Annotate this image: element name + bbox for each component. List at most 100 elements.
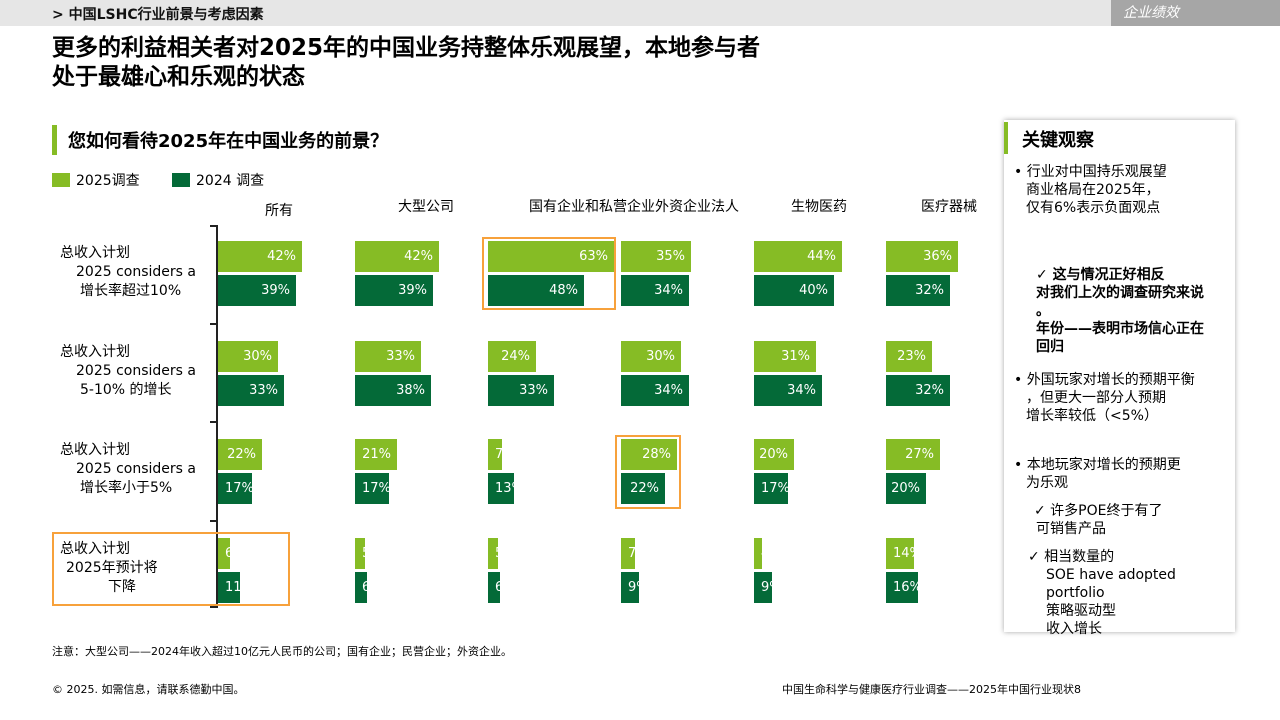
row-label-line: 增长率超过10% <box>80 283 182 299</box>
bar-value-label: 34% <box>654 283 683 298</box>
bar-2024-r0-c1: 39% <box>355 275 433 306</box>
bar-2024-r1-c3: 34% <box>621 375 689 406</box>
bar-value-label: 30% <box>243 349 272 364</box>
bar-value-label: 4% <box>761 546 782 561</box>
bar-2025-r0-c3: 35% <box>621 241 691 272</box>
bar-2025-r2-c1: 21% <box>355 439 397 470</box>
bar-2024-r3-c0: 11% <box>218 572 254 603</box>
insight-bullet-3: • 本地玩家对增长的预期更 为乐观 <box>1014 456 1181 492</box>
row-label-line: 2025年预计将 <box>66 560 158 576</box>
row-label-over10: 总收入计划 2025 considers a 增长率超过10% <box>60 244 196 301</box>
bar-value-label: 48% <box>549 283 578 298</box>
bar-value-label: 5% <box>362 546 383 561</box>
column-header-soe-poe-mnc: 国有企业和私营企业外资企业法人 <box>529 199 739 215</box>
insight-line: 策略驱动型 <box>1046 603 1116 619</box>
bar-2025-r0-c2: 63% <box>488 241 614 272</box>
highlight-box <box>482 237 616 310</box>
panel-title: 关键观察 <box>1022 130 1094 151</box>
bar-value-label: 11% <box>225 580 254 595</box>
bar-2025-r0-c1: 42% <box>355 241 439 272</box>
bar-value-label: 42% <box>404 249 433 264</box>
bar-2025-r1-c4: 31% <box>754 341 816 372</box>
bar-2024-r2-c2: 13% <box>488 473 524 504</box>
row-label-line: 总收入计划 <box>60 344 130 360</box>
row-label-line: 5-10% 的增长 <box>80 382 172 398</box>
question-accent-bar <box>52 125 57 155</box>
category-axis <box>216 225 218 608</box>
bar-2024-r0-c2: 48% <box>488 275 584 306</box>
bar-value-label: 14% <box>893 546 922 561</box>
bar-value-label: 31% <box>781 349 810 364</box>
bar-value-label: 23% <box>897 349 926 364</box>
axis-tick <box>210 606 218 608</box>
bar-value-label: 20% <box>891 481 920 496</box>
bar-2024-r1-c4: 34% <box>754 375 822 406</box>
bar-2025-r3-c2: 5% <box>488 538 516 569</box>
row-label-line: 总收入计划 <box>60 245 130 261</box>
insight-line: 可销售产品 <box>1036 521 1106 537</box>
row-label-decline: 总收入计划 2025年预计将 下降 <box>60 540 158 597</box>
bar-2024-r2-c3: 22% <box>621 473 665 504</box>
bar-value-label: 13% <box>495 481 524 496</box>
insight-line: 回归 <box>1036 339 1064 355</box>
bar-value-label: 17% <box>761 481 790 496</box>
insight-line: 对我们上次的调查研究来说 <box>1036 285 1204 301</box>
bar-2025-r2-c2: 7% <box>488 439 516 470</box>
bar-2025-r1-c2: 24% <box>488 341 536 372</box>
insight-line: ✓ 这与情况正好相反 <box>1036 267 1165 283</box>
bar-2025-r3-c5: 14% <box>886 538 922 569</box>
bar-value-label: 9% <box>628 580 649 595</box>
insight-bullet-2: • 外国玩家对增长的预期平衡 ，但更大一部分人预期 增长率较低（<5%） <box>1014 371 1195 425</box>
legend-label-2025: 2025调查 <box>76 173 140 189</box>
bar-value-label: 33% <box>249 383 278 398</box>
insight-line: ✓ 相当数量的 <box>1028 549 1115 565</box>
bar-2024-r3-c4: 9% <box>754 572 782 603</box>
insight-line: 增长率较低（<5%） <box>1026 408 1158 424</box>
copyright: © 2025. 如需信息，请联系德勤中国。 <box>52 683 245 696</box>
insight-check-3: ✓ 相当数量的 SOE have adopted portfolio 策略驱动型… <box>1028 548 1235 638</box>
bar-2025-r2-c3: 28% <box>621 439 677 470</box>
bar-value-label: 44% <box>807 249 836 264</box>
page-title-line-1: 更多的利益相关者对2025年的中国业务持整体乐观展望，本地参与者 <box>52 35 761 61</box>
bar-value-label: 17% <box>362 481 391 496</box>
bar-2025-r1-c5: 23% <box>886 341 932 372</box>
bar-2025-r0-c5: 36% <box>886 241 958 272</box>
bar-value-label: 16% <box>893 580 922 595</box>
bar-value-label: 36% <box>923 249 952 264</box>
bar-value-label: 63% <box>579 249 608 264</box>
row-label-line: 总收入计划 <box>60 442 130 458</box>
axis-tick <box>210 225 218 227</box>
bar-value-label: 35% <box>656 249 685 264</box>
insight-line: 。 <box>1036 303 1050 319</box>
bar-value-label: 34% <box>787 383 816 398</box>
bar-2025-r1-c1: 33% <box>355 341 421 372</box>
bar-2025-r1-c3: 30% <box>621 341 681 372</box>
row-label-under5: 总收入计划 2025 considers a 增长率小于5% <box>60 441 196 498</box>
breadcrumb: > 中国LSHC行业前景与考虑因素 <box>52 7 264 23</box>
insight-line: 为乐观 <box>1026 475 1068 491</box>
insight-line: ，但更大一部分人预期 <box>1026 390 1166 406</box>
bar-2024-r3-c3: 9% <box>621 572 649 603</box>
bar-value-label: 6% <box>495 580 516 595</box>
bar-value-label: 24% <box>501 349 530 364</box>
bar-value-label: 39% <box>261 283 290 298</box>
column-header-medtech: 医疗器械 <box>921 199 977 215</box>
insight-line: 仅有6%表示负面观点 <box>1026 200 1161 216</box>
bar-2025-r3-c1: 5% <box>355 538 383 569</box>
bar-2024-r2-c4: 17% <box>754 473 790 504</box>
bar-value-label: 17% <box>225 481 254 496</box>
footnote: 注意：大型公司——2024年收入超过10亿元人民币的公司；国有企业；民营企业；外… <box>52 645 512 658</box>
bar-value-label: 22% <box>227 447 256 462</box>
axis-tick <box>210 323 218 325</box>
bar-2024-r1-c0: 33% <box>218 375 284 406</box>
highlight-box-decline-row <box>52 532 290 606</box>
insight-line: ✓ 许多POE终于有了 <box>1034 503 1163 519</box>
bar-value-label: 6% <box>225 546 246 561</box>
insight-line: 商业格局在2025年， <box>1026 182 1160 198</box>
page-title: 更多的利益相关者对2025年的中国业务持整体乐观展望，本地参与者 处于最雄心和乐… <box>52 34 882 92</box>
bar-2025-r3-c4: 4% <box>754 538 782 569</box>
bar-2024-r3-c5: 16% <box>886 572 922 603</box>
bar-2025-r3-c3: 7% <box>621 538 649 569</box>
bar-value-label: 34% <box>654 383 683 398</box>
section-tag: 企业绩效 <box>1111 0 1280 26</box>
